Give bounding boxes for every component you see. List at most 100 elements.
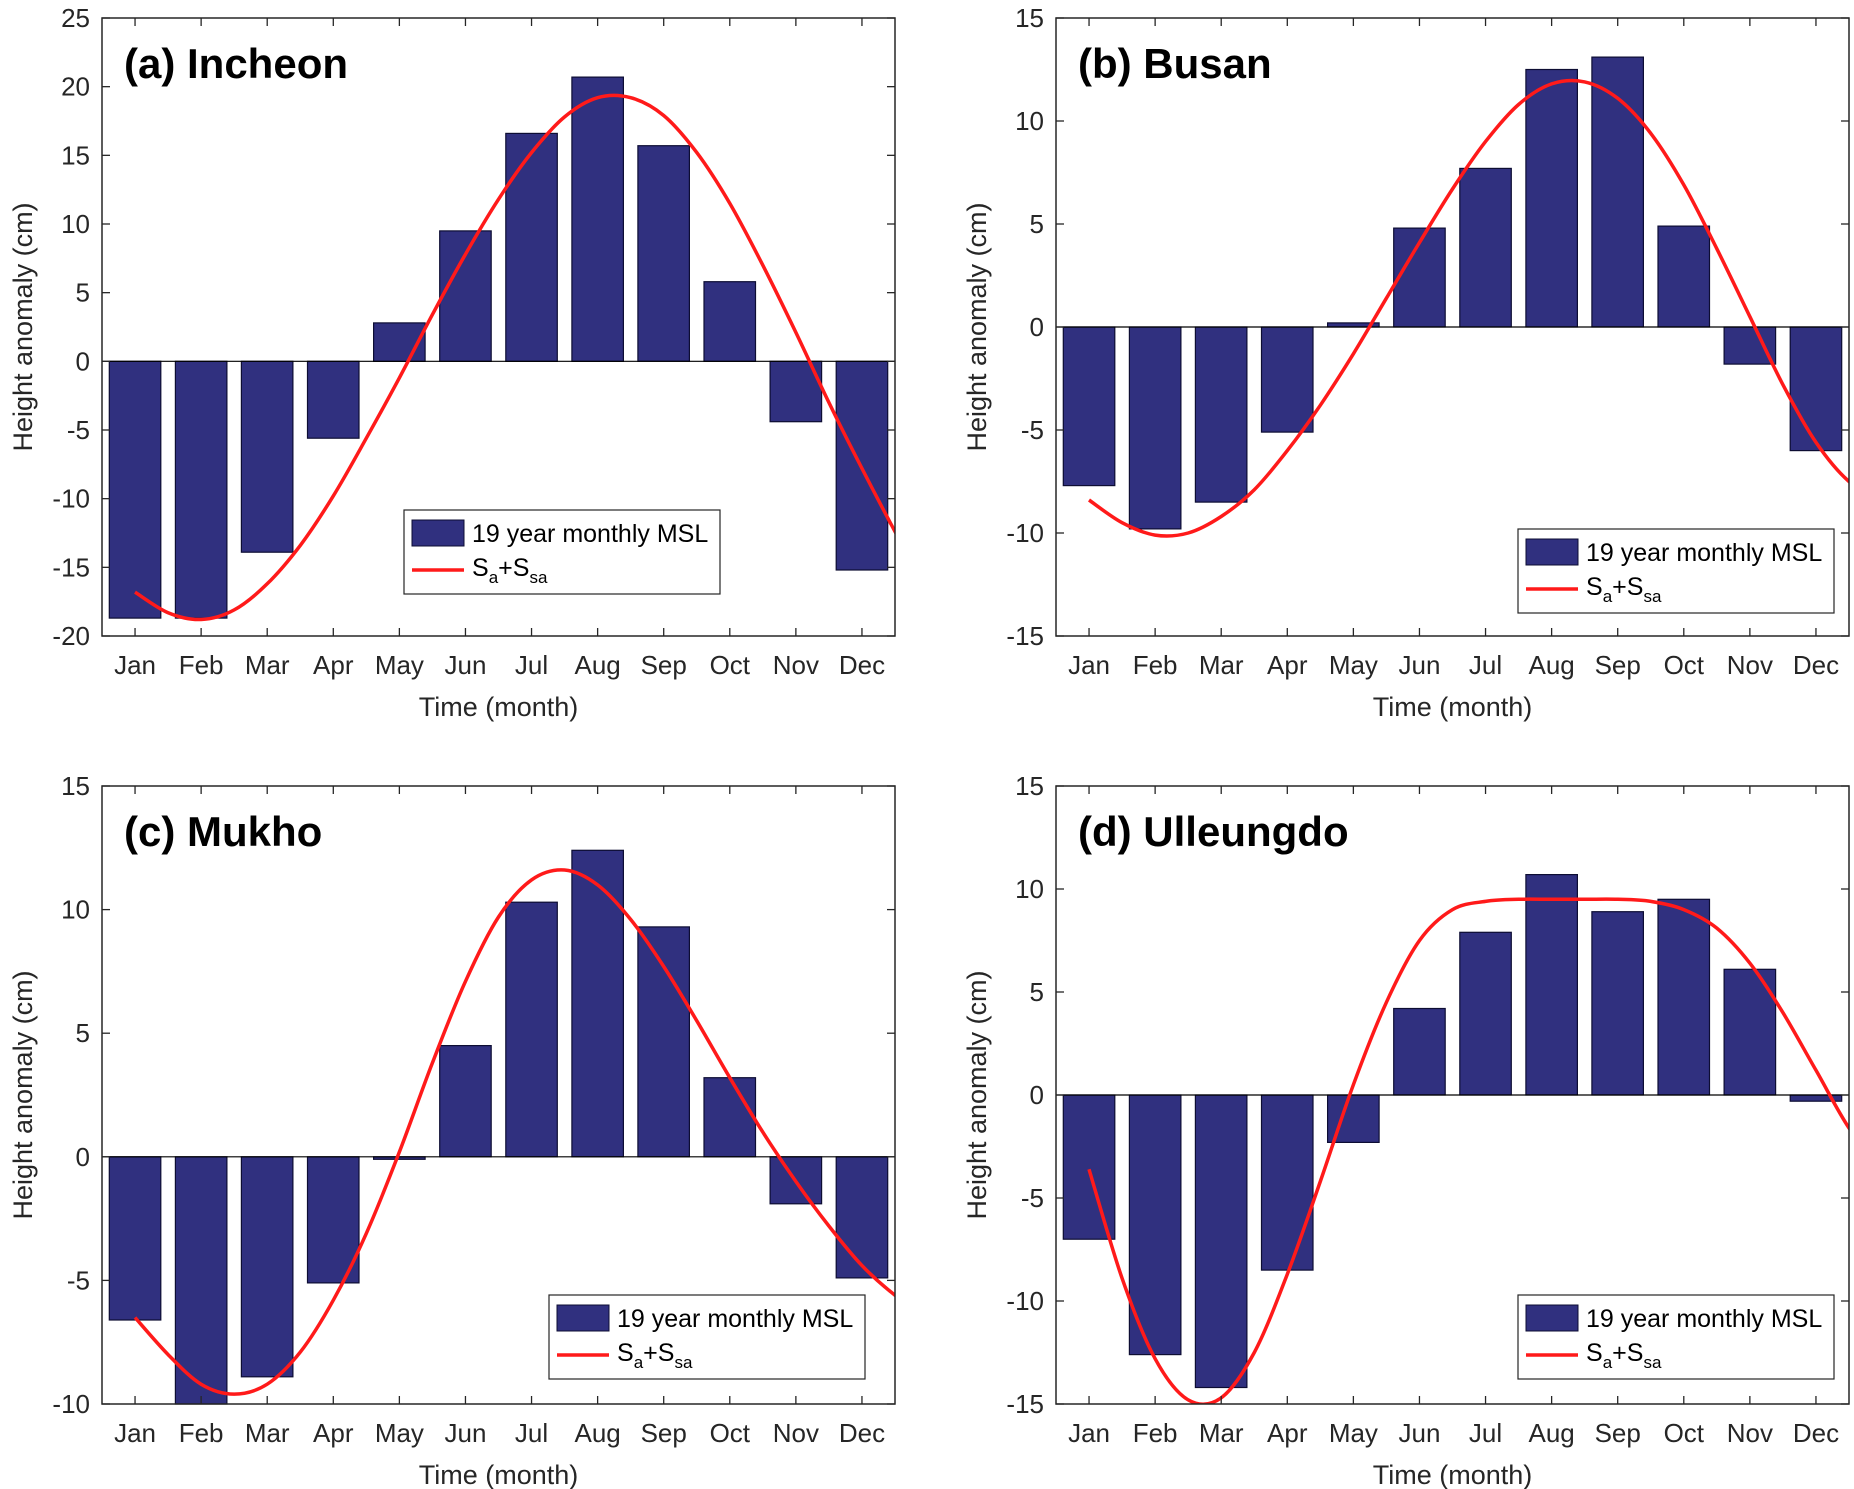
legend-fit-part: +S bbox=[1612, 1339, 1643, 1367]
bar-jul bbox=[1459, 167, 1512, 328]
y-tick-label: 10 bbox=[61, 209, 90, 239]
legend-fit-part: a bbox=[489, 568, 499, 587]
panel-title: (a) Incheon bbox=[124, 40, 348, 87]
x-tick-label-jun: Jun bbox=[1398, 650, 1440, 680]
x-tick-label-aug: Aug bbox=[1528, 1418, 1574, 1448]
x-tick-label-mar: Mar bbox=[1199, 1418, 1244, 1448]
x-tick-label-oct: Oct bbox=[710, 1418, 751, 1448]
x-tick-label-jul: Jul bbox=[515, 650, 548, 680]
legend: 19 year monthly MSL Sa+Ssa bbox=[403, 509, 721, 595]
y-axis-label: Height anomaly (cm) bbox=[8, 970, 38, 1219]
x-tick-label-jun: Jun bbox=[1398, 1418, 1440, 1448]
x-tick-label-jan: Jan bbox=[1068, 650, 1110, 680]
legend-fit-part: S bbox=[1586, 1339, 1603, 1367]
legend-fit-part: a bbox=[1603, 587, 1613, 606]
x-tick-label-mar: Mar bbox=[245, 1418, 290, 1448]
panel-title: (d) Ulleungdo bbox=[1078, 808, 1349, 855]
bar-oct bbox=[703, 281, 757, 363]
x-tick-label-dec: Dec bbox=[839, 650, 885, 680]
bar-feb bbox=[1128, 326, 1182, 530]
bar-oct bbox=[1657, 898, 1711, 1096]
axes-box bbox=[101, 785, 896, 1405]
x-tick-label-oct: Oct bbox=[710, 650, 751, 680]
y-tick-label: 0 bbox=[76, 1142, 90, 1172]
x-tick-label-nov: Nov bbox=[1727, 650, 1773, 680]
bar-apr bbox=[306, 1156, 360, 1284]
x-tick-label-sep: Sep bbox=[1595, 1418, 1641, 1448]
y-axis-label: Height anomaly (cm) bbox=[962, 970, 992, 1219]
y-tick-label: 15 bbox=[61, 140, 90, 170]
bar-jun bbox=[439, 1044, 492, 1158]
x-tick-label-feb: Feb bbox=[179, 650, 224, 680]
legend-fit-label: Sa+Ssa bbox=[1586, 1339, 1662, 1372]
y-tick-label: 0 bbox=[1030, 1080, 1044, 1110]
bar-jan bbox=[1062, 326, 1116, 487]
y-tick-label: 15 bbox=[1015, 3, 1044, 33]
x-tick-label-dec: Dec bbox=[839, 1418, 885, 1448]
bar-jan bbox=[1062, 1094, 1116, 1240]
legend-bar-label: 19 year monthly MSL bbox=[1586, 539, 1822, 567]
x-tick-label-jan: Jan bbox=[1068, 1418, 1110, 1448]
panel-title: (c) Mukho bbox=[124, 808, 322, 855]
x-tick-label-sep: Sep bbox=[641, 650, 687, 680]
legend-fit-part: S bbox=[617, 1339, 634, 1367]
x-tick-label-jun: Jun bbox=[444, 650, 486, 680]
bar-apr bbox=[306, 360, 360, 439]
x-tick-label-jul: Jul bbox=[1469, 1418, 1502, 1448]
legend: 19 year monthly MSL Sa+Ssa bbox=[548, 1294, 866, 1380]
legend-fit-label: Sa+Ssa bbox=[617, 1339, 693, 1372]
bar-aug bbox=[571, 849, 625, 1158]
y-tick-label: 5 bbox=[1030, 977, 1044, 1007]
chart-panel-3: -10 -5 0 5 10 15 Jan Feb Mar Apr May Jun Jul Aug Sep Oc… bbox=[8, 771, 896, 1489]
legend-fit-part: sa bbox=[1643, 1353, 1662, 1372]
bar-dec bbox=[1789, 326, 1843, 452]
y-tick-label: -5 bbox=[67, 1265, 90, 1295]
bar-jan bbox=[108, 360, 162, 619]
fit-curve-sa-ssa bbox=[133, 868, 895, 1396]
x-tick-label-nov: Nov bbox=[773, 1418, 819, 1448]
y-tick-label: 25 bbox=[61, 3, 90, 33]
y-tick-label: 15 bbox=[61, 771, 90, 801]
legend: 19 year monthly MSL Sa+Ssa bbox=[1517, 1294, 1835, 1380]
bar-aug bbox=[1525, 68, 1579, 328]
x-tick-label-may: May bbox=[375, 650, 424, 680]
x-tick-label-oct: Oct bbox=[1664, 650, 1705, 680]
y-tick-label: 5 bbox=[1030, 209, 1044, 239]
y-tick-label: -10 bbox=[1006, 1286, 1044, 1316]
x-tick-label-jul: Jul bbox=[1469, 650, 1502, 680]
bar-sep bbox=[637, 926, 691, 1158]
bar-jan bbox=[108, 1156, 162, 1321]
legend-fit-part: +S bbox=[498, 554, 529, 582]
y-tick-label: -5 bbox=[1021, 1183, 1044, 1213]
x-tick-label-nov: Nov bbox=[1727, 1418, 1773, 1448]
y-tick-label: 10 bbox=[1015, 874, 1044, 904]
x-tick-label-apr: Apr bbox=[313, 1418, 354, 1448]
bar-sep bbox=[1591, 911, 1645, 1096]
x-tick-label-feb: Feb bbox=[179, 1418, 224, 1448]
x-tick-label-oct: Oct bbox=[1664, 1418, 1705, 1448]
legend-fit-label: Sa+Ssa bbox=[472, 554, 548, 587]
bar-nov bbox=[1723, 326, 1777, 365]
bar-sep bbox=[637, 145, 691, 362]
legend-fit-part: +S bbox=[1612, 573, 1643, 601]
x-tick-label-dec: Dec bbox=[1793, 1418, 1839, 1448]
bar-jul bbox=[505, 901, 558, 1158]
y-tick-label: 0 bbox=[76, 346, 90, 376]
y-tick-label: 0 bbox=[1030, 312, 1044, 342]
x-tick-label-apr: Apr bbox=[313, 650, 354, 680]
x-tick-label-nov: Nov bbox=[773, 650, 819, 680]
y-tick-label: -15 bbox=[52, 552, 90, 582]
x-tick-label-feb: Feb bbox=[1133, 650, 1178, 680]
panel-title: (b) Busan bbox=[1078, 40, 1272, 87]
bar-mar bbox=[240, 1156, 294, 1378]
x-axis-label: Time (month) bbox=[419, 1460, 579, 1489]
legend-fit-part: sa bbox=[529, 568, 548, 587]
legend-bar-swatch bbox=[411, 519, 465, 547]
bar-jul bbox=[505, 132, 558, 362]
y-tick-label: -15 bbox=[1006, 1389, 1044, 1419]
chart-panel-2: -15 -10 -5 0 5 10 15 Jan Feb Mar Apr May Jun Jul Aug Se… bbox=[962, 3, 1850, 722]
legend-fit-part: a bbox=[1603, 1353, 1613, 1372]
y-tick-label: 5 bbox=[76, 278, 90, 308]
y-axis-label: Height anomaly (cm) bbox=[8, 202, 38, 451]
axes-box bbox=[101, 17, 896, 637]
